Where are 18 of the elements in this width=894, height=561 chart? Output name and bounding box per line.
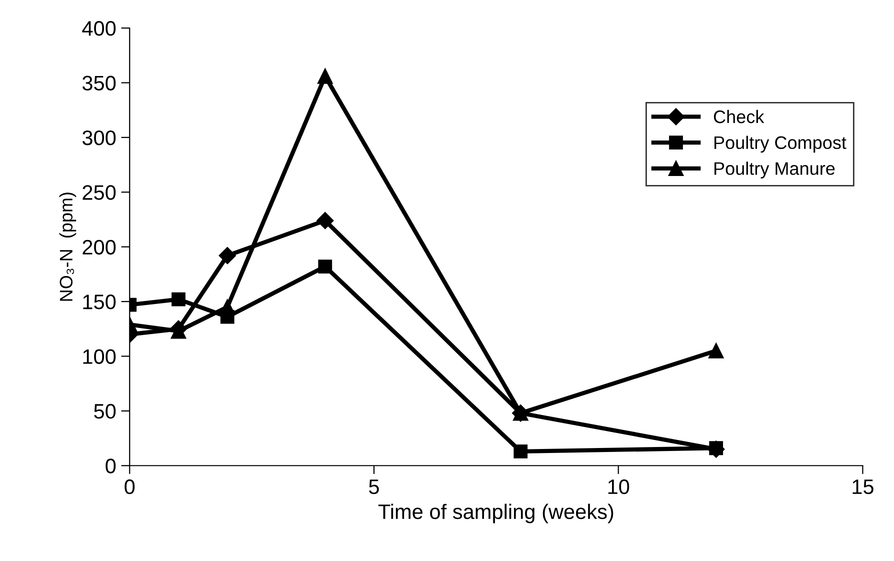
x-tick-label: 0 [124, 479, 135, 494]
legend-label: Poultry Compost [714, 136, 846, 153]
y-tick-label: 400 [82, 21, 116, 36]
x-tick-label: 5 [369, 480, 379, 494]
x-tick-label: 10 [608, 479, 630, 494]
legend-label: Poultry Manure [714, 162, 835, 178]
y-tick-label: 200 [82, 240, 116, 255]
y-axis-title: NO₃-N (ppm) [59, 192, 76, 301]
y-tick-label: 300 [82, 130, 116, 146]
y-tick-label: 350 [82, 76, 116, 90]
y-tick-label: 100 [83, 349, 116, 364]
legend-label: Check [714, 110, 764, 124]
y-tick-label: 150 [83, 294, 116, 310]
y-tick-label: 0 [106, 458, 116, 474]
y-tick-label: 250 [82, 185, 116, 200]
y-tick-label: 50 [94, 404, 116, 419]
x-tick-label: 15 [852, 480, 874, 494]
x-axis-title: Time of sampling (weeks) [378, 504, 614, 524]
